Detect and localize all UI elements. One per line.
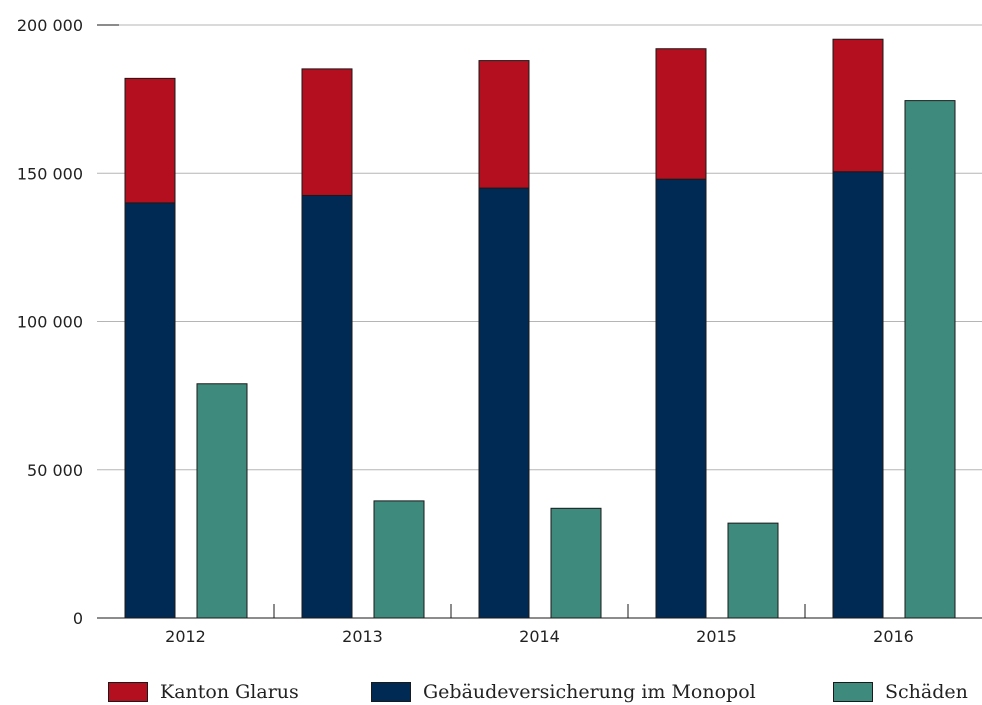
- bar: [655, 48, 707, 180]
- bar: [373, 500, 425, 619]
- legend-swatch: [833, 682, 873, 702]
- y-tick-label: 0: [73, 609, 83, 628]
- legend-label: Schäden: [885, 681, 968, 703]
- x-tick-label: 2013: [342, 627, 383, 646]
- bar: [832, 171, 884, 619]
- y-axis-tick-labels: 0 50 000 100 000 150 000 200 000: [17, 16, 83, 628]
- y-tick-label: 100 000: [17, 313, 83, 332]
- legend-label: Kanton Glarus: [160, 681, 299, 703]
- legend-item-schaeden: Schäden: [833, 681, 968, 703]
- legend-item-kanton-glarus: Kanton Glarus: [108, 681, 299, 703]
- bar: [655, 178, 707, 619]
- bar: [301, 68, 353, 196]
- bar: [196, 383, 248, 619]
- y-tick-label: 50 000: [27, 461, 83, 480]
- x-tick-label: 2012: [165, 627, 206, 646]
- bar: [478, 187, 530, 619]
- bar: [124, 202, 176, 619]
- x-axis-tick-labels: 2012 2013 2014 2015 2016: [165, 627, 914, 646]
- x-axis: [97, 24, 982, 619]
- y-tick-label: 150 000: [17, 164, 83, 183]
- legend-item-gebaeudeversicherung: Gebäudeversicherung im Monopol: [371, 681, 756, 703]
- bars: [124, 38, 956, 619]
- legend-swatch: [371, 682, 411, 702]
- legend-swatch: [108, 682, 148, 702]
- bar: [832, 38, 884, 173]
- bar: [550, 507, 602, 619]
- legend-label: Gebäudeversicherung im Monopol: [423, 681, 756, 703]
- x-tick-label: 2014: [519, 627, 560, 646]
- bar: [301, 194, 353, 619]
- bar: [727, 522, 779, 619]
- x-tick-label: 2015: [696, 627, 737, 646]
- x-tick-label: 2016: [873, 627, 914, 646]
- legend: Kanton Glarus Gebäudeversicherung im Mon…: [0, 681, 982, 705]
- bar: [904, 100, 956, 619]
- y-tick-label: 200 000: [17, 16, 83, 35]
- bar: [124, 77, 176, 204]
- bar: [478, 60, 530, 189]
